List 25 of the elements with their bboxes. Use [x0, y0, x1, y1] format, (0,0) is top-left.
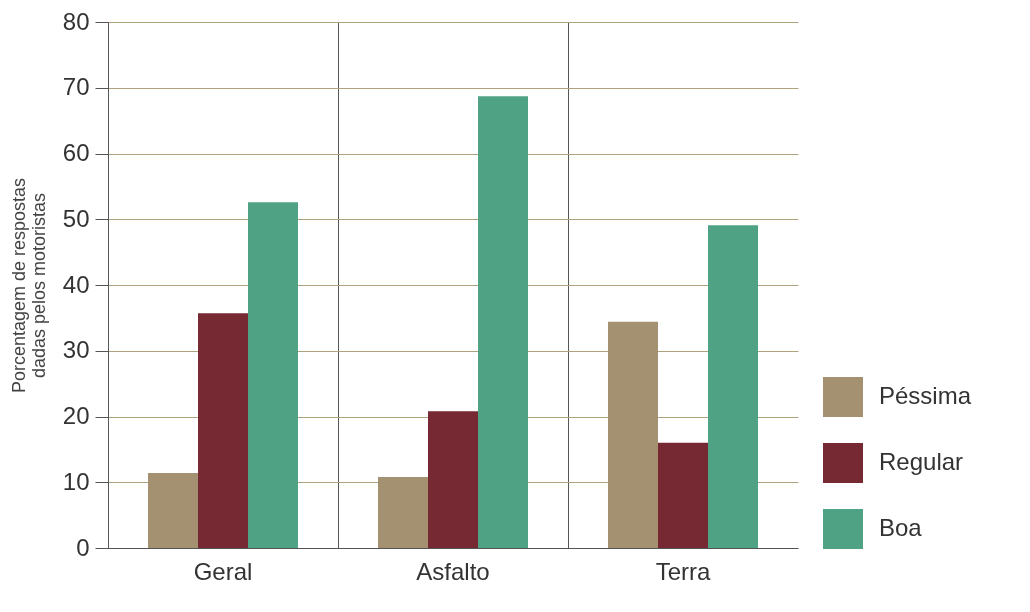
y-tick-label: 80 [62, 7, 90, 35]
y-tick-label: 0 [76, 533, 90, 561]
bar [248, 202, 298, 548]
legend-label: Péssima [879, 382, 972, 409]
legend-label: Boa [879, 514, 923, 541]
y-tick-label: 20 [62, 402, 90, 429]
y-tick-label: 50 [62, 204, 90, 232]
y-axis-title: Porcentagem de respostas dadas pelos motoristas [8, 177, 49, 394]
y-tick-label: 70 [62, 73, 90, 101]
bar [428, 411, 478, 548]
x-tick-label: Asfalto [416, 557, 490, 585]
x-tick-label: Terra [655, 557, 711, 585]
y-tick-label: 60 [62, 139, 90, 166]
bar [198, 313, 248, 548]
bar [708, 225, 758, 548]
y-tick-label: 10 [62, 467, 90, 495]
y-tick-label: 40 [62, 270, 90, 298]
x-tick-label: Geral [193, 557, 253, 585]
bar [608, 321, 658, 548]
bar [478, 96, 528, 548]
bar [378, 476, 428, 548]
y-tick-label: 30 [62, 336, 90, 364]
legend-label: Regular [879, 448, 964, 475]
bar [148, 473, 198, 548]
bar [658, 442, 708, 548]
